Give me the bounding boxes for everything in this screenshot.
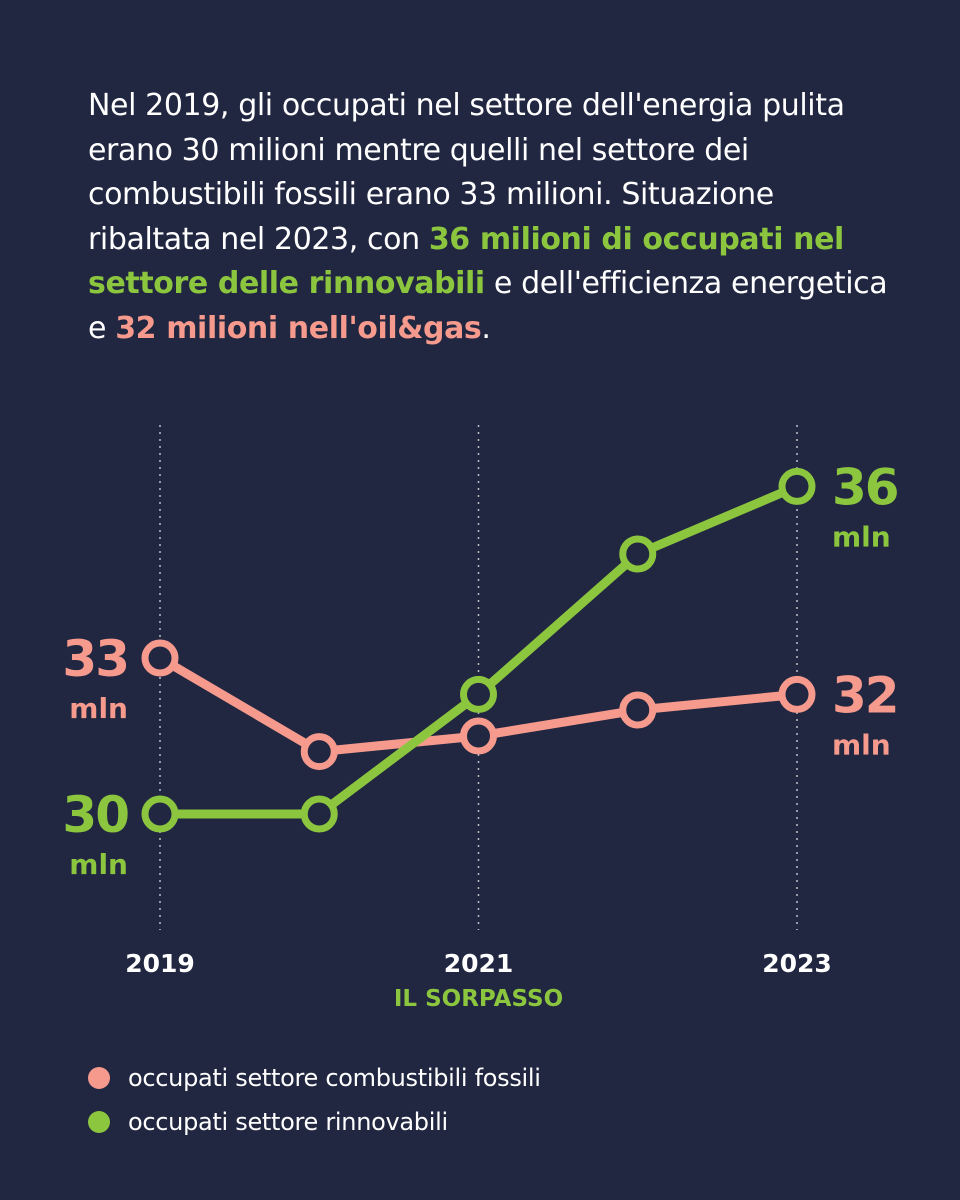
value-label-renewable-2023: 36 [832,458,898,516]
data-point-fossil-2021 [460,717,497,755]
x-tick-label-2023: 2023 [762,949,832,978]
value-unit-renewable-2023: mln [832,520,891,553]
data-point-renewable-2021 [460,675,497,713]
intro-part1: Nel 2019, gli occupati nel settore dell'… [88,88,845,257]
intro-part3: . [481,310,491,346]
intro-highlight-renewable: 36 milioni di occupati nel settore delle… [88,221,844,302]
legend-dot-renewable-icon [88,1111,110,1133]
value-label-renewable-2019: 30 [62,786,128,844]
data-point-renewable-2020 [300,795,338,833]
data-point-renewable-2022 [619,535,657,573]
data-point-fossil-2019 [141,639,179,677]
series-points [141,467,816,833]
data-point-renewable-2019 [141,795,179,833]
intro-text: Nel 2019, gli occupati nel settore dell'… [88,84,888,351]
data-point-fossil-2020 [300,733,338,771]
chart-legend: occupati settore combustibili fossili oc… [88,1056,541,1144]
legend-item-renewable: occupati settore rinnovabili [88,1100,541,1144]
legend-item-fossil: occupati settore combustibili fossili [88,1056,541,1100]
intro-highlight-fossil: 32 milioni nell'oil&gas [115,310,482,346]
value-unit-fossil-2023: mln [832,728,891,761]
legend-label-renewable: occupati settore rinnovabili [128,1108,448,1136]
x-tick-label-2021: 2021 [444,949,514,978]
data-point-renewable-2023 [778,467,816,505]
employment-line-chart: 2019 2021 2023 IL SORPASSO 33 mln 30 mln 36 mln 32… [62,425,900,1012]
x-tick-label-2019: 2019 [125,949,195,978]
legend-label-fossil: occupati settore combustibili fossili [128,1064,541,1092]
annotation-sorpasso: IL SORPASSO [394,986,563,1012]
value-label-fossil-2023: 32 [832,666,898,724]
data-point-fossil-2022 [619,691,657,729]
value-label-fossil-2019: 33 [62,630,128,688]
legend-dot-fossil-icon [88,1067,110,1089]
data-point-fossil-2023 [778,675,816,713]
value-unit-renewable-2019: mln [69,848,128,881]
value-unit-fossil-2019: mln [69,692,128,725]
chart-labels: 2019 2021 2023 IL SORPASSO 33 mln 30 mln 36 mln 32… [62,458,899,1012]
intro-part2: e dell'efficienza energetica e [88,266,888,346]
